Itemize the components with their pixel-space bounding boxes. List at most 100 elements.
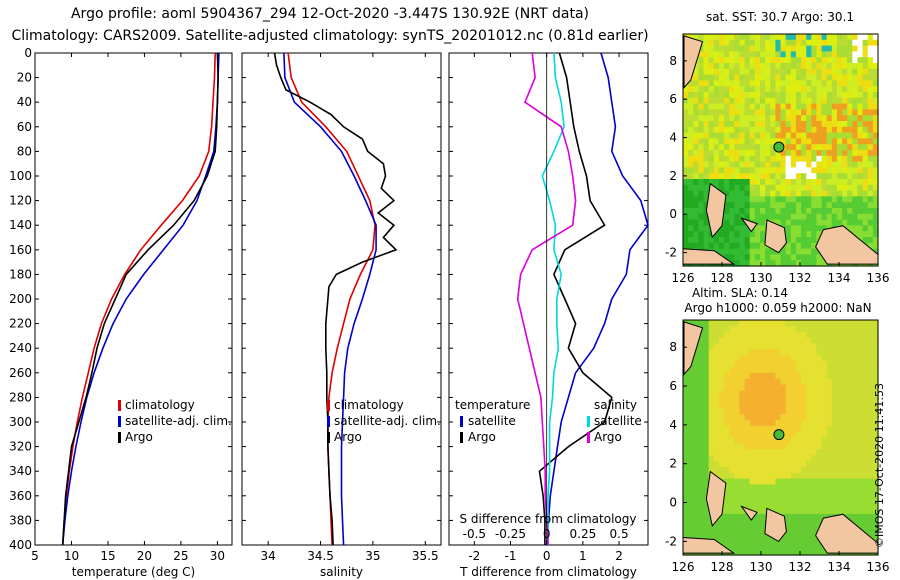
sla_map-cell <box>770 478 776 486</box>
sst_map-cell <box>780 213 787 221</box>
sla_map-cell <box>801 537 807 544</box>
sla_map-cell <box>749 525 756 533</box>
sla_map-cell <box>806 496 812 503</box>
sst_map-cell <box>775 155 782 163</box>
sla_map-cell <box>852 472 858 480</box>
sla_map-cell <box>760 325 766 333</box>
sst_map-ytick-label: 6 <box>669 92 677 106</box>
sla_map-cell <box>811 449 817 456</box>
sst_map-cell <box>713 68 720 76</box>
sla_map-cell <box>847 490 853 497</box>
sst_map-cell <box>729 219 735 226</box>
sst_map-cell <box>872 202 879 209</box>
sla_map-cell <box>688 455 694 462</box>
sst_map-cell <box>724 161 730 168</box>
sst_map-cell <box>708 237 715 244</box>
sla_map-cell <box>821 443 828 450</box>
sst_map-cell <box>703 63 710 70</box>
sla_map-cell <box>806 325 812 333</box>
sla_map-cell <box>713 437 720 444</box>
sla_map-cell <box>816 384 823 392</box>
sla_map-cell <box>826 408 833 415</box>
sla_map-cell <box>780 490 787 497</box>
sst_map-cell <box>795 39 802 47</box>
sla_map-cell <box>852 325 858 333</box>
sla_map-cell <box>744 337 751 345</box>
sla_map-ytick-label: 2 <box>669 457 677 471</box>
sla_map-cell <box>708 343 715 350</box>
sla_map-cell <box>688 490 694 497</box>
sst_map-cell <box>811 219 817 226</box>
sla_map-cell <box>765 419 771 427</box>
sst_map-cell <box>801 213 807 221</box>
sst_map-cell <box>806 161 812 168</box>
depth-tick-label: 100 <box>9 169 32 183</box>
sst_map-cell <box>683 208 689 215</box>
sla_map-cell <box>836 461 843 468</box>
sst_map-cell <box>801 208 807 215</box>
sst_map-cell <box>754 51 761 58</box>
sla_map-cell <box>718 537 725 544</box>
sla_map-cell <box>729 508 735 515</box>
sst_map-cell <box>831 45 838 52</box>
sst_map-cell <box>790 57 797 64</box>
sla_map-cell <box>734 549 740 556</box>
sla_map-cell <box>790 525 797 533</box>
sla_map-cell <box>836 419 843 427</box>
sla_map-land <box>764 507 787 543</box>
sla_map-cell <box>785 537 792 544</box>
sla_map-cell <box>749 472 756 480</box>
sla_map-cell <box>795 490 802 497</box>
sst_map-cell <box>739 80 746 87</box>
sst_map-cell <box>739 39 746 47</box>
sla_map-cell <box>872 443 879 450</box>
sla_map-cell <box>688 396 694 403</box>
sst_map-cell <box>780 68 787 76</box>
sla_map-cell <box>811 396 817 403</box>
sst_map-cell <box>806 196 812 203</box>
sla_map-cell <box>806 484 812 491</box>
sst_map-cell <box>760 109 766 116</box>
sla_map-cell <box>821 367 828 374</box>
sla_map-cell <box>862 461 869 468</box>
sla_map-cell <box>765 396 771 403</box>
sst_map-cell <box>754 219 761 226</box>
sst_map-cell <box>708 144 715 151</box>
sla_map-cell <box>790 425 797 433</box>
sla_map-cell <box>770 355 776 362</box>
sst_map-cell <box>852 161 858 168</box>
sla_map-cell <box>775 414 782 421</box>
sst_map-cell <box>734 97 740 105</box>
sla_map-cell <box>754 513 761 521</box>
sla_map-cell <box>708 414 715 421</box>
sla_map-cell <box>729 496 735 503</box>
sst_map-cell <box>698 74 705 81</box>
sla_map-cell <box>816 372 823 380</box>
sla_map-cell <box>688 419 694 427</box>
temperature-series-climatology <box>61 52 216 546</box>
sla_map-cell <box>754 425 761 433</box>
sla_map-cell <box>754 355 761 362</box>
sst_map-cell <box>744 161 751 168</box>
sla_map-cell <box>785 431 792 439</box>
sst_map-cell <box>713 97 720 105</box>
sst_map-cell <box>780 254 787 261</box>
sst_map-cell <box>857 68 864 76</box>
sst_map-cell <box>718 121 725 128</box>
sst_map-cell <box>703 34 710 41</box>
sst_map-cell <box>867 173 874 180</box>
sst_map-cell <box>867 138 874 145</box>
sla_map-cell <box>739 496 746 503</box>
sla_map-cell <box>724 513 730 521</box>
sla_map-cell <box>693 502 699 509</box>
sla_map-cell <box>718 372 725 380</box>
sla_map-cell <box>760 525 766 533</box>
sla_map-cell <box>831 425 838 433</box>
sla_map-cell <box>708 525 715 533</box>
sla_map-cell <box>852 337 858 345</box>
sst_map-cell <box>821 109 828 116</box>
sla_map-cell <box>857 367 864 374</box>
sla_map-cell <box>857 472 864 480</box>
sla_map-cell <box>872 455 879 462</box>
sla_map-cell <box>847 390 853 397</box>
